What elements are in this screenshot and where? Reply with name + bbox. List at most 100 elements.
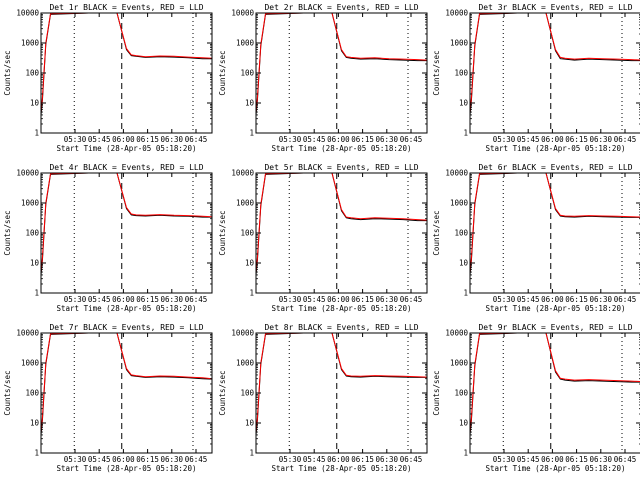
y-tick-label: 10000 — [445, 169, 468, 178]
series-line-events — [470, 13, 640, 115]
x-tick-label: 05:45 — [88, 135, 111, 144]
series-line-events — [256, 333, 427, 435]
series-line-lld — [256, 173, 427, 273]
x-tick-label: 06:15 — [565, 295, 588, 304]
x-axis-label: Start Time (28-Apr-05 05:18:20) — [57, 464, 197, 473]
y-tick-label: 1 — [463, 129, 468, 138]
y-tick-label: 1000 — [450, 39, 469, 48]
x-tick-label: 06:15 — [136, 295, 159, 304]
y-axis-label: Counts/sec — [432, 210, 441, 255]
x-tick-label: 05:30 — [493, 135, 516, 144]
y-tick-label: 10 — [459, 259, 469, 268]
chart-title: Det 1r BLACK = Events, RED = LLD — [49, 3, 203, 12]
x-tick-label: 06:45 — [185, 455, 208, 464]
series-line-events — [256, 173, 427, 275]
x-axis-label: Start Time (28-Apr-05 05:18:20) — [57, 144, 197, 153]
y-tick-label: 10000 — [445, 329, 468, 338]
y-tick-label: 10000 — [445, 9, 468, 18]
chart-panel: Det 4r BLACK = Events, RED = LLD 1 10 100 10… — [3, 163, 213, 313]
y-tick-label: 1000 — [21, 359, 40, 368]
plot-frame — [40, 12, 213, 134]
series-line-lld — [41, 13, 212, 113]
chart-panel: Det 7r BLACK = Events, RED = LLD 1 10 100 10… — [3, 323, 213, 473]
x-tick-label: 05:30 — [493, 455, 516, 464]
y-tick-label: 100 — [25, 229, 39, 238]
plot-frame — [255, 12, 428, 134]
y-tick-label: 1 — [249, 289, 254, 298]
y-tick-label: 10000 — [231, 9, 254, 18]
x-tick-label: 06:45 — [614, 135, 637, 144]
x-tick-label: 05:30 — [64, 135, 87, 144]
series-line-lld — [470, 173, 640, 273]
chart-panel: Det 8r BLACK = Events, RED = LLD 1 10 100 10… — [218, 323, 428, 473]
y-tick-label: 100 — [240, 229, 254, 238]
x-tick-label: 06:30 — [590, 135, 613, 144]
y-tick-label: 1 — [34, 289, 39, 298]
y-tick-label: 10 — [245, 419, 255, 428]
x-tick-label: 05:30 — [279, 455, 302, 464]
x-axis-label: Start Time (28-Apr-05 05:18:20) — [57, 304, 197, 313]
x-tick-label: 05:30 — [279, 135, 302, 144]
x-tick-label: 06:30 — [161, 455, 184, 464]
y-tick-label: 1000 — [21, 199, 40, 208]
x-tick-label: 06:00 — [112, 455, 135, 464]
x-axis-label: Start Time (28-Apr-05 05:18:20) — [272, 304, 412, 313]
series-line-events — [470, 333, 640, 435]
x-tick-label: 06:00 — [541, 135, 564, 144]
x-tick-label: 06:00 — [327, 455, 350, 464]
y-tick-label: 100 — [240, 389, 254, 398]
x-tick-label: 06:15 — [136, 135, 159, 144]
y-tick-label: 1000 — [450, 199, 469, 208]
y-tick-label: 10 — [30, 259, 40, 268]
x-tick-label: 06:45 — [614, 295, 637, 304]
x-tick-label: 05:30 — [279, 295, 302, 304]
chart-panel: Det 9r BLACK = Events, RED = LLD 1 10 100 10… — [432, 323, 640, 473]
x-tick-label: 05:45 — [517, 455, 540, 464]
x-tick-label: 06:00 — [112, 135, 135, 144]
chart-panel: Det 6r BLACK = Events, RED = LLD 1 10 100 10… — [432, 163, 640, 313]
series-line-events — [256, 13, 427, 115]
x-tick-label: 06:45 — [400, 135, 423, 144]
y-tick-label: 100 — [454, 389, 468, 398]
series-line-lld — [41, 173, 212, 273]
y-tick-label: 1 — [249, 129, 254, 138]
series-line-lld — [470, 13, 640, 113]
x-tick-label: 06:30 — [590, 455, 613, 464]
y-tick-label: 1000 — [21, 39, 40, 48]
y-axis-label: Counts/sec — [432, 370, 441, 415]
x-tick-label: 06:00 — [541, 295, 564, 304]
x-tick-label: 06:15 — [351, 455, 374, 464]
y-tick-label: 10000 — [16, 329, 39, 338]
chart-panel: Det 1r BLACK = Events, RED = LLD 1 10 100 10… — [3, 3, 213, 153]
x-tick-label: 06:15 — [351, 295, 374, 304]
chart-title: Det 4r BLACK = Events, RED = LLD — [49, 163, 203, 172]
chart-panel: Det 3r BLACK = Events, RED = LLD 1 10 100 10… — [432, 3, 640, 153]
y-axis-label: Counts/sec — [218, 210, 227, 255]
x-tick-label: 06:30 — [590, 295, 613, 304]
chart-title: Det 8r BLACK = Events, RED = LLD — [264, 323, 418, 332]
x-tick-label: 05:45 — [303, 455, 326, 464]
x-tick-label: 05:45 — [88, 295, 111, 304]
y-tick-label: 100 — [454, 229, 468, 238]
x-tick-label: 06:30 — [376, 295, 399, 304]
series-line-events — [41, 13, 212, 115]
chart-panel: Det 2r BLACK = Events, RED = LLD 1 10 100 10… — [218, 3, 428, 153]
x-tick-label: 05:30 — [64, 295, 87, 304]
y-tick-label: 10 — [30, 99, 40, 108]
y-tick-label: 1 — [463, 449, 468, 458]
series-line-events — [41, 333, 212, 435]
series-line-events — [41, 173, 212, 275]
plot-frame — [469, 332, 640, 454]
plot-frame — [469, 172, 640, 294]
x-tick-label: 05:45 — [517, 135, 540, 144]
x-tick-label: 06:30 — [376, 455, 399, 464]
y-tick-label: 10 — [245, 99, 255, 108]
y-tick-label: 10 — [459, 99, 469, 108]
x-tick-label: 06:30 — [161, 295, 184, 304]
series-line-lld — [470, 333, 640, 433]
plot-frame — [469, 12, 640, 134]
y-tick-label: 10000 — [16, 169, 39, 178]
series-line-lld — [256, 333, 427, 433]
y-tick-label: 1000 — [450, 359, 469, 368]
